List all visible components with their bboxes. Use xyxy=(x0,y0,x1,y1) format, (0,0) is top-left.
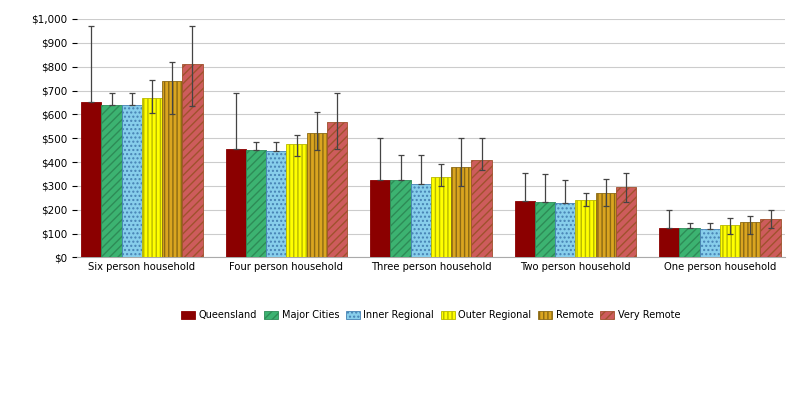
Bar xyxy=(720,225,740,258)
Bar xyxy=(555,203,575,258)
Bar xyxy=(102,105,122,258)
Bar xyxy=(659,228,679,258)
Bar xyxy=(162,80,182,258)
Bar xyxy=(246,150,266,258)
Bar xyxy=(226,149,246,258)
Bar xyxy=(596,193,616,258)
Bar xyxy=(81,102,102,258)
Bar xyxy=(122,105,142,258)
Bar xyxy=(451,167,471,258)
Bar xyxy=(286,144,306,258)
Bar xyxy=(471,160,492,258)
Bar xyxy=(306,134,327,258)
Bar xyxy=(410,184,431,258)
Bar xyxy=(700,229,720,258)
Bar xyxy=(761,219,781,258)
Bar xyxy=(431,177,451,258)
Bar xyxy=(535,202,555,258)
Bar xyxy=(142,98,162,258)
Bar xyxy=(390,180,410,258)
Bar xyxy=(370,180,390,258)
Bar xyxy=(514,202,535,258)
Legend: Queensland, Major Cities, Inner Regional, Outer Regional, Remote, Very Remote: Queensland, Major Cities, Inner Regional… xyxy=(178,306,684,324)
Bar xyxy=(616,187,636,258)
Bar xyxy=(740,222,761,258)
Bar xyxy=(679,228,700,258)
Bar xyxy=(182,64,202,258)
Bar xyxy=(575,200,596,258)
Bar xyxy=(327,122,347,258)
Bar xyxy=(266,151,286,258)
